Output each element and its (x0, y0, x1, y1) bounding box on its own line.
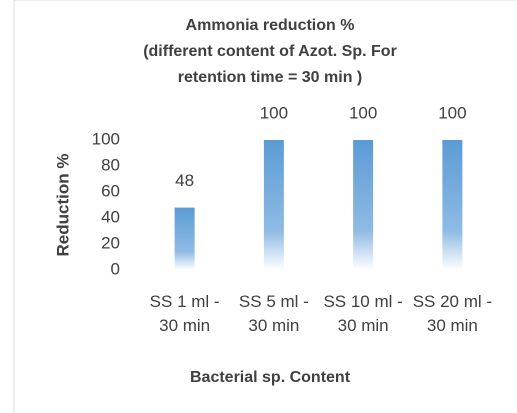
y-axis-title: Reduction % (53, 154, 72, 257)
chart-border (13, 0, 517, 413)
x-tick-label: SS 5 ml - 30 min (238, 292, 309, 335)
data-label: 100 (438, 103, 466, 122)
y-tick-label: 60 (101, 181, 120, 200)
y-tick-label: 20 (101, 233, 120, 252)
x-tick-label: SS 1 ml - 30 min (149, 292, 220, 335)
x-tick-label: SS 20 ml - 30 min (412, 292, 493, 335)
chart-title: Ammonia reduction % (186, 17, 355, 34)
bar (263, 140, 284, 270)
y-tick-label: 100 (92, 129, 120, 148)
data-label: 100 (349, 103, 377, 122)
chart-title: (different content of Azot. Sp. For (143, 43, 397, 60)
bar (174, 207, 195, 270)
bar (353, 140, 374, 270)
y-tick-label: 80 (101, 155, 120, 174)
x-tick-label: SS 10 ml - 30 min (323, 292, 403, 335)
data-label: 48 (175, 171, 194, 190)
chart-title: retention time = 30 min ) (178, 69, 362, 86)
y-tick-label: 40 (101, 207, 120, 226)
data-label: 100 (260, 103, 288, 122)
bar (442, 140, 463, 270)
y-tick-label: 0 (111, 259, 120, 278)
x-axis-title: Bacterial sp. Content (190, 369, 351, 386)
